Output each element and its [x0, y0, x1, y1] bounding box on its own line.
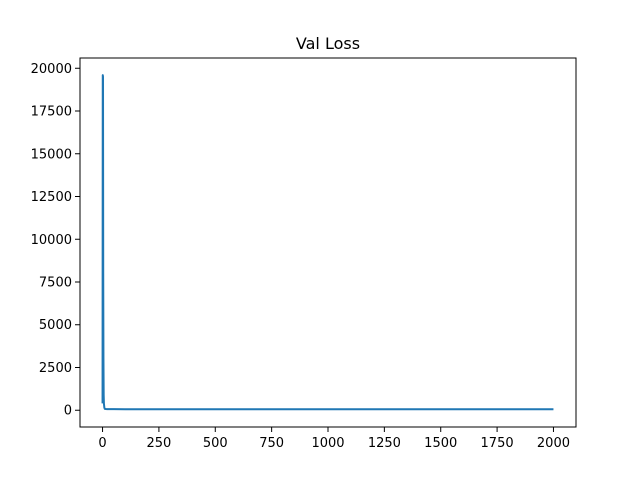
x-tick-label: 500	[203, 436, 228, 451]
x-tick-label: 250	[146, 436, 171, 451]
y-tick-label: 15000	[31, 147, 72, 162]
y-axis: 0 2500 5000 7500 10000 12500 15000 17500 20000	[31, 62, 80, 419]
y-tick-label: 12500	[31, 190, 72, 205]
y-tick-label: 10000	[31, 233, 72, 248]
x-tick-label: 1000	[311, 436, 344, 451]
y-tick-label: 2500	[39, 361, 72, 376]
y-tick-label: 5000	[39, 318, 72, 333]
x-tick-label: 2000	[537, 436, 570, 451]
x-axis: 0 250 500 750 1000 1250 1500 1750 2000	[98, 427, 570, 451]
x-tick-label: 1500	[424, 436, 457, 451]
x-tick-label: 750	[259, 436, 284, 451]
x-tick-label: 1750	[481, 436, 514, 451]
y-tick-label: 0	[64, 404, 72, 419]
x-tick-label: 0	[98, 436, 106, 451]
x-tick-label: 1250	[368, 436, 401, 451]
y-tick-label: 17500	[31, 105, 72, 120]
y-tick-label: 7500	[39, 275, 72, 290]
plot-area	[101, 74, 554, 411]
series-line-0	[101, 74, 554, 411]
y-tick-label: 20000	[31, 62, 72, 77]
plot-frame	[79, 57, 577, 428]
chart-title: Val Loss	[296, 34, 360, 53]
